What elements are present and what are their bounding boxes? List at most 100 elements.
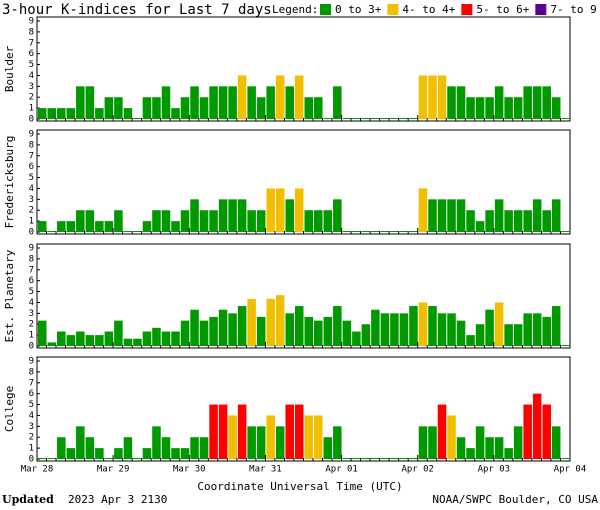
bar [275,426,285,459]
bar [285,313,294,346]
x-tick-label: Apr 02 [401,465,434,475]
bar [428,75,437,119]
bar [247,426,256,459]
bar [285,404,294,459]
bar [532,86,542,119]
bar [333,306,342,346]
bar [38,458,47,459]
bar [218,199,228,232]
bar [390,231,399,232]
y-tick-label: 7 [29,151,34,161]
bar [447,86,456,119]
y-tick-label: 8 [29,27,34,37]
bar [371,118,380,119]
bar [256,426,266,459]
bar [95,221,104,232]
bar [209,210,218,232]
bar [494,86,504,119]
bar [57,221,66,232]
bar [352,331,361,346]
bar [314,210,323,232]
bar [247,298,256,346]
bar [114,210,123,232]
bar [314,320,323,346]
bar [551,306,561,346]
bar [380,313,390,346]
bar [333,426,342,459]
x-tick-label: Mar 30 [173,465,206,475]
bar [342,320,352,346]
bar [237,199,247,232]
y-tick-label: 5 [29,173,34,183]
bar [428,426,437,459]
bar [447,415,456,459]
bar [294,75,304,119]
bar [152,426,161,459]
y-tick-label: 1 [29,104,34,114]
bar [95,448,104,459]
y-tick-label: 4 [29,184,34,194]
bar [304,316,314,346]
bar [485,210,494,232]
bar [85,335,95,346]
bar [190,86,199,119]
bar [142,221,152,232]
y-axis-label: Est. Planetary [3,249,16,342]
x-tick-label: Mar 31 [249,465,282,475]
bar [76,426,85,459]
bar [323,118,333,119]
bar [114,97,123,119]
legend-label: 7- to 9 [550,3,596,16]
bar [180,320,190,346]
bar [247,210,256,232]
bar [199,320,209,346]
legend-swatch [387,4,399,15]
source: NOAA/SWPC Boulder, CO USA [432,493,598,506]
bar [390,118,399,119]
bar [266,188,275,232]
bar [485,437,494,459]
bar [304,97,314,119]
bar [256,316,266,346]
y-tick-label: 6 [29,389,34,399]
bar [199,97,209,119]
bar [209,86,218,119]
bar [475,97,485,119]
bar [333,86,342,119]
bar [294,404,304,459]
y-axis-label: Boulder [3,45,16,92]
bar [237,404,247,459]
bar [390,313,399,346]
bar [256,210,266,232]
y-tick-label: 5 [29,287,34,297]
bar [47,231,57,232]
bar [399,458,409,459]
bar [561,118,570,119]
bar [237,75,247,119]
bar [542,86,551,119]
bar [494,437,504,459]
bar [409,306,418,346]
bar [437,75,447,119]
bar [266,298,275,346]
bar [161,437,171,459]
bar [323,316,333,346]
bar [218,86,228,119]
bar [418,188,428,232]
bar [66,335,76,346]
bar [66,221,76,232]
bar [180,97,190,119]
bar [199,210,209,232]
legend-swatch [320,4,331,15]
chart-title: 3-hour K-indices for Last 7 days [2,2,272,18]
bar [47,458,57,459]
bar [152,97,161,119]
bar [428,306,437,346]
timestamp: 2023 Apr 3 2130 [68,493,167,506]
bar [161,210,171,232]
bar [104,331,114,346]
bar [190,199,199,232]
bar [437,199,447,232]
bar [142,448,152,459]
